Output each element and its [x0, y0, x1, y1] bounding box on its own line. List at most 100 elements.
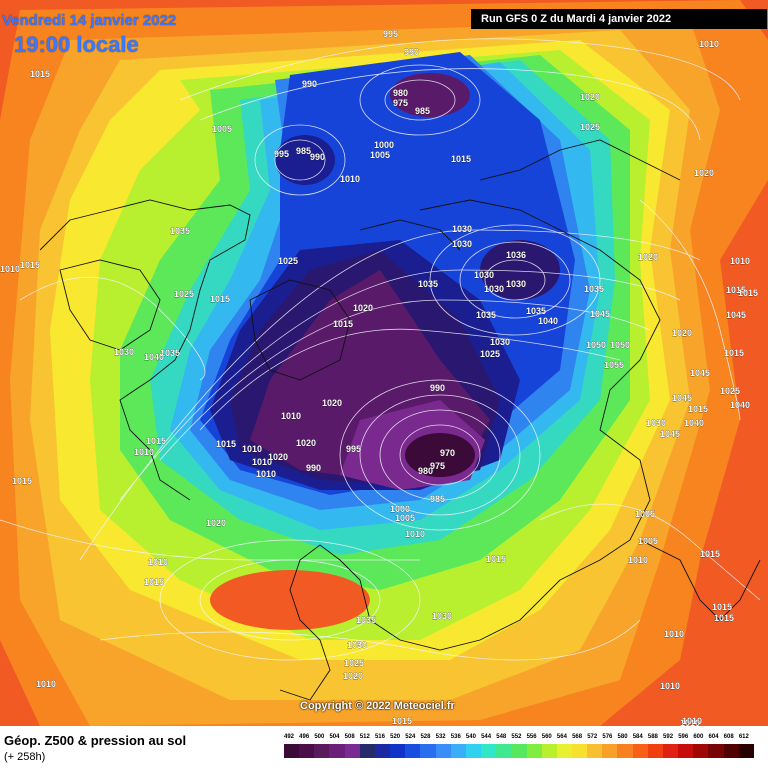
- isobar-value-label: 985: [430, 494, 445, 504]
- geopotential-map-svg: 9959901010101599098097598510201025100599…: [0, 0, 768, 726]
- legend-value: 572: [587, 734, 598, 740]
- isobar-value-label: 1005: [638, 536, 658, 546]
- isobar-value-label: 1020: [268, 452, 288, 462]
- isobar-value-label: 1015: [738, 288, 758, 298]
- legend-swatch: [723, 744, 739, 758]
- isobar-value-label: 980: [393, 88, 408, 98]
- legend-swatch: [708, 744, 724, 758]
- isobar-value-label: 1045: [690, 368, 710, 378]
- map-subtitle: (+ 258h): [4, 751, 46, 763]
- legend-value: 612: [738, 734, 749, 740]
- legend-swatch: [678, 744, 694, 758]
- legend-swatch: [390, 744, 406, 758]
- legend-swatch: [299, 744, 315, 758]
- legend-value: 608: [723, 734, 734, 740]
- isobar-value-label: 975: [430, 461, 445, 471]
- legend-swatch: [465, 744, 482, 758]
- isobar-value-label: 985: [296, 146, 311, 156]
- legend-value: 516: [374, 734, 385, 740]
- legend-value: 536: [450, 734, 461, 740]
- isobar-value-label: 1035: [526, 306, 546, 316]
- isobar-value-label: 1025: [174, 289, 194, 299]
- legend-value: 540: [465, 734, 476, 740]
- isobar-value-label: 1025: [278, 256, 298, 266]
- legend-value: 568: [572, 734, 583, 740]
- isobar-value-label: 1030: [452, 224, 472, 234]
- isobar-value-label: 1010: [682, 716, 702, 726]
- legend-value: 600: [693, 734, 704, 740]
- legend-swatch: [602, 744, 618, 758]
- legend-swatch: [420, 744, 436, 758]
- isobar-value-label: 1030: [114, 347, 134, 357]
- isobar-value-label: 1045: [660, 429, 680, 439]
- isobar-value-label: 1015: [724, 348, 744, 358]
- isobar-value-label: 1010: [134, 447, 154, 457]
- isobar-value-label: 1045: [590, 309, 610, 319]
- isobar-value-label: 1000: [374, 140, 394, 150]
- high-siberia-core: [480, 240, 560, 300]
- isobar-value-label: 1015: [216, 439, 236, 449]
- isobar-value-label: 990: [430, 383, 445, 393]
- isobar-value-label: 1010: [340, 174, 360, 184]
- isobar-value-label: 1000: [390, 504, 410, 514]
- legend-value: 496: [299, 734, 310, 740]
- isobar-value-label: 1010: [628, 555, 648, 565]
- isobar-value-label: 1005: [370, 150, 390, 160]
- isobar-value-label: 1030: [474, 270, 494, 280]
- legend-swatch: [435, 744, 451, 758]
- copyright-text: Copyright © 2022 Meteociel.fr: [300, 700, 455, 712]
- legend-value: 532: [435, 734, 446, 740]
- isobar-value-label: 1020: [343, 671, 363, 681]
- legend-labels: 492 496 500 504 508 512 516 520 524 528 532 536 540 5…: [284, 734, 754, 742]
- isobar-value-label: 1045: [672, 393, 692, 403]
- isobar-value-label: 1035: [356, 615, 376, 625]
- legend-swatch: [556, 744, 572, 758]
- isobar-value-label: 995: [383, 29, 398, 39]
- isobar-value-label: 1010: [36, 679, 56, 689]
- isobar-value-label: 1050: [610, 340, 630, 350]
- isobar-value-label: 1035: [170, 226, 190, 236]
- isobar-value-label: 1045: [726, 310, 746, 320]
- isobar-value-label: 1010: [405, 529, 425, 539]
- isobar-value-label: 1010: [252, 457, 272, 467]
- cyclone-north-core: [390, 73, 470, 117]
- isobar-value-label: 1015: [30, 69, 50, 79]
- isobar-value-label: 1010: [242, 444, 262, 454]
- isobar-value-label: 1030: [347, 640, 367, 650]
- legend-value: 520: [390, 734, 401, 740]
- isobar-value-label: 1020: [322, 398, 342, 408]
- pressure-labels: 9959901010101599098097598510201025100599…: [0, 29, 758, 726]
- isobar-value-label: 1015: [210, 294, 230, 304]
- legend-swatch: [587, 744, 603, 758]
- color-legend: [284, 744, 754, 758]
- isobar-value-label: 1030: [490, 337, 510, 347]
- isobar-value-label: 1025: [580, 122, 600, 132]
- isobar-value-label: 1055: [604, 360, 624, 370]
- isobar-value-label: 990: [306, 463, 321, 473]
- trough-core: [405, 433, 475, 477]
- isobar-value-label: 1015: [700, 549, 720, 559]
- legend-value: 500: [314, 734, 325, 740]
- isobar-value-label: 1020: [638, 252, 658, 262]
- legend-swatch: [329, 744, 345, 758]
- isobar-value-label: 1020: [580, 92, 600, 102]
- isobar-value-label: 1005: [635, 509, 655, 519]
- isobar-value-label: 975: [393, 98, 408, 108]
- legend-value: 504: [329, 734, 340, 740]
- isobar-value-label: 1010: [664, 629, 684, 639]
- ridge-atlantic: [210, 570, 370, 630]
- isobar-value-label: 1015: [712, 602, 732, 612]
- legend-swatch: [405, 744, 421, 758]
- isobar-value-label: 1005: [395, 513, 415, 523]
- legend-value: 596: [678, 734, 689, 740]
- isobar-value-label: 1020: [694, 168, 714, 178]
- isobar-value-label: 1040: [684, 418, 704, 428]
- isobar-value-label: 1015: [486, 554, 506, 564]
- legend-value: 524: [405, 734, 416, 740]
- legend-swatch: [374, 744, 391, 758]
- legend-value: 576: [602, 734, 613, 740]
- isobar-value-label: 1030: [646, 418, 666, 428]
- isobar-value-label: 1015: [451, 154, 471, 164]
- run-info: Run GFS 0 Z du Mardi 4 janvier 2022: [471, 9, 767, 29]
- legend-swatch: [496, 744, 512, 758]
